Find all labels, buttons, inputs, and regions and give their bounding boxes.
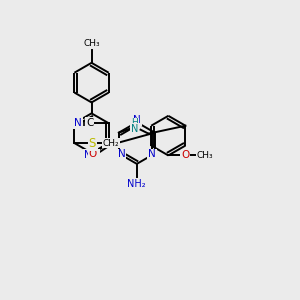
Text: N: N — [148, 149, 156, 160]
Text: N: N — [133, 115, 141, 125]
Text: O: O — [181, 150, 189, 161]
Text: S: S — [88, 136, 96, 150]
Text: H: H — [131, 118, 138, 127]
Text: N: N — [131, 124, 138, 134]
Text: NH: NH — [84, 150, 99, 160]
Text: NH₂: NH₂ — [128, 179, 146, 189]
Text: N: N — [71, 117, 79, 127]
Text: CH₂: CH₂ — [103, 139, 119, 148]
Text: CH₃: CH₃ — [83, 40, 100, 49]
Text: N: N — [118, 149, 126, 160]
Text: O: O — [89, 149, 97, 159]
Text: N: N — [74, 118, 82, 128]
Text: CH₃: CH₃ — [197, 151, 213, 160]
Text: C: C — [86, 118, 94, 128]
